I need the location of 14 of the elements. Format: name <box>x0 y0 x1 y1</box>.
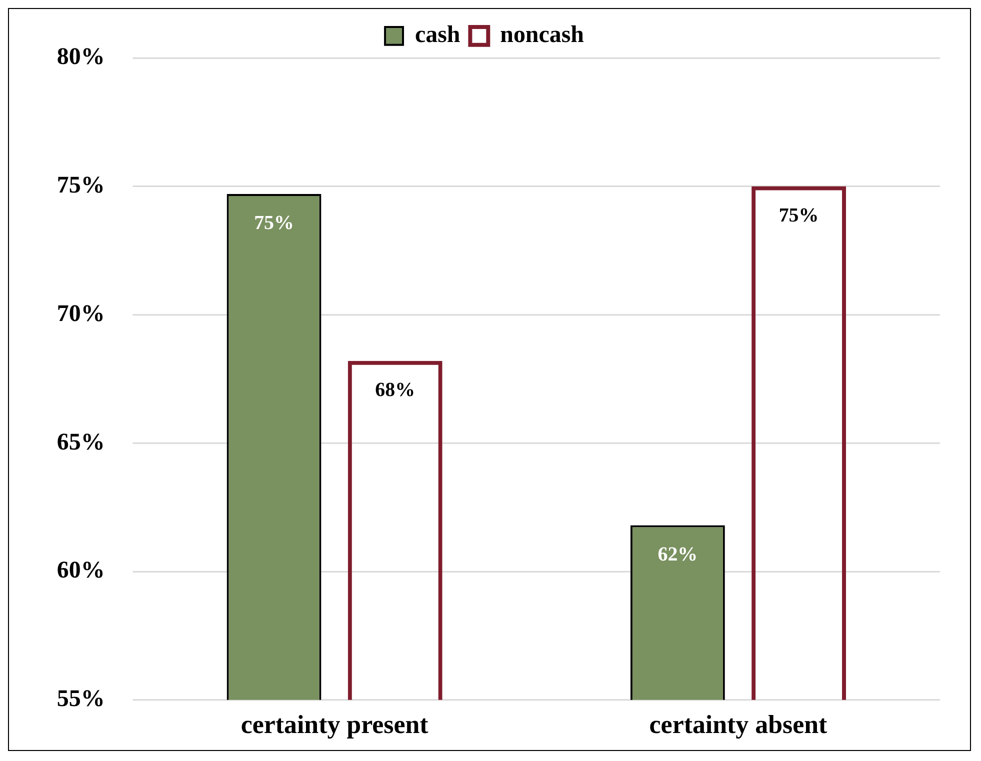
legend-label: noncash <box>500 22 584 48</box>
y-tick-label: 65% <box>56 429 105 456</box>
legend-label: cash <box>414 22 460 48</box>
y-tick-label: 60% <box>56 558 105 584</box>
data-label: 68% <box>375 379 416 401</box>
y-tick-label: 75% <box>56 172 105 198</box>
y-tick-label: 70% <box>56 300 105 327</box>
y-tick-label: 80% <box>56 44 105 70</box>
data-label: 75% <box>254 212 294 234</box>
x-tick-label: certainty absent <box>649 710 828 740</box>
data-label: 75% <box>778 204 819 226</box>
data-label: 62% <box>658 543 698 566</box>
x-tick-label: certainty present <box>240 710 429 740</box>
y-tick-label: 55% <box>56 686 105 712</box>
